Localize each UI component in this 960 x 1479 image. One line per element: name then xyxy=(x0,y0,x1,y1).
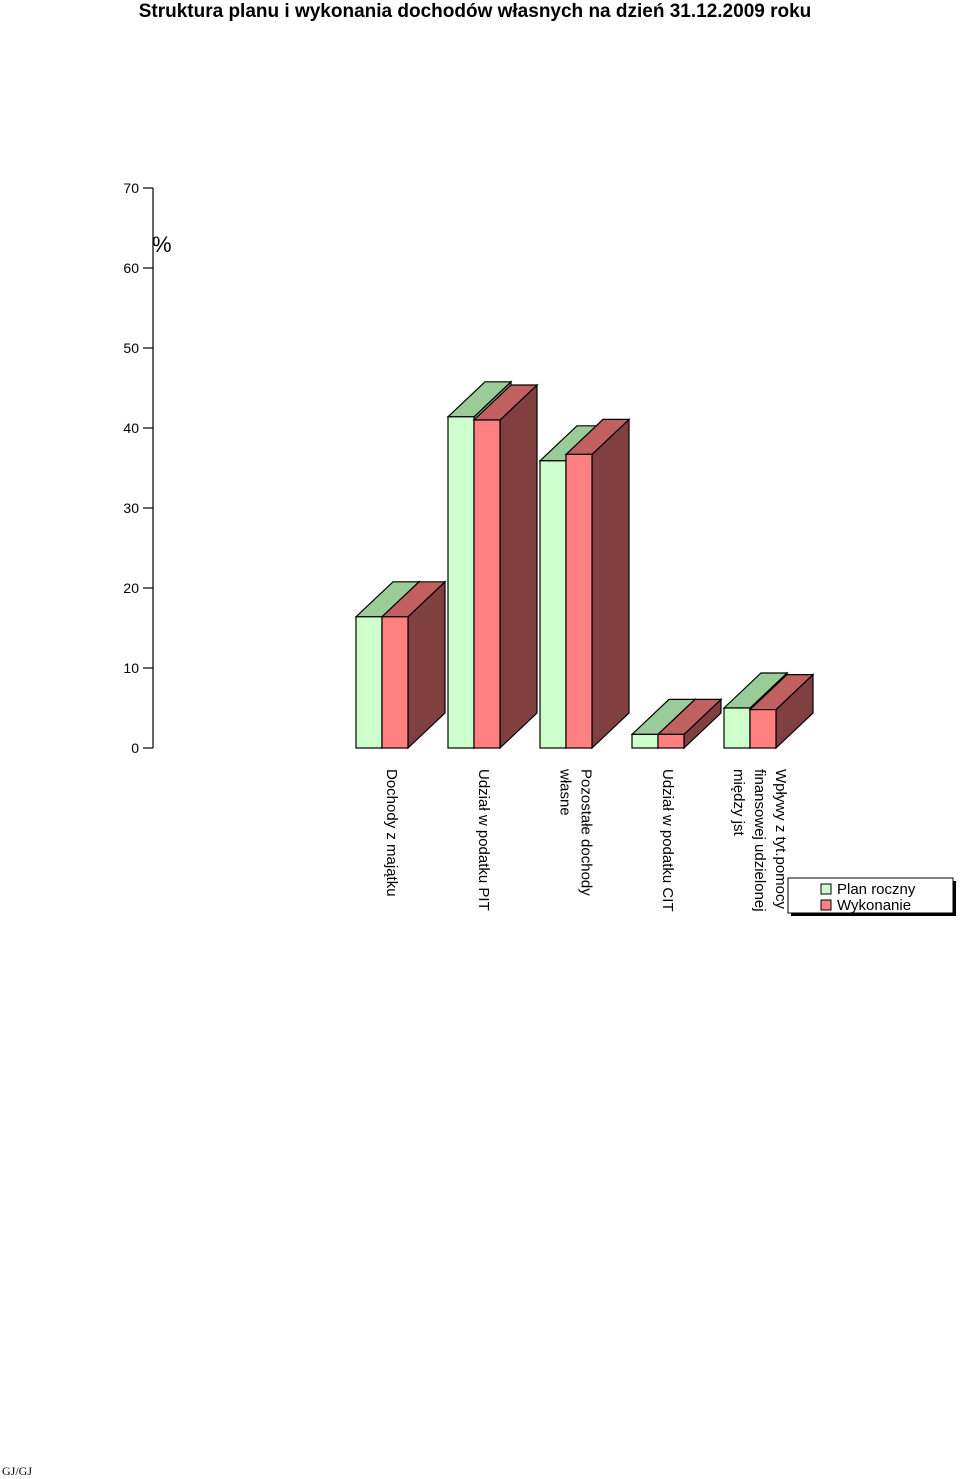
y-tick-label: 70 xyxy=(123,180,139,196)
bar xyxy=(631,733,659,749)
y-tick-label: 50 xyxy=(123,340,139,356)
category-label: własne xyxy=(557,768,574,816)
y-tick-label: 20 xyxy=(123,580,139,596)
y-tick-label: 60 xyxy=(123,260,139,276)
bar xyxy=(539,460,567,749)
bar-side xyxy=(591,418,630,750)
category-label: Pozostałe dochody xyxy=(578,769,595,896)
y-axis: 0 10 20 30 40 50 60 70 xyxy=(123,180,154,756)
category-label: finansowej udzielonej xyxy=(751,769,768,912)
bar xyxy=(749,708,777,749)
category-label: Udział w podatku CIT xyxy=(659,769,676,912)
category-labels: Dochody z majątku Udział w podatku PIT Poz… xyxy=(383,768,789,912)
bar xyxy=(723,707,751,749)
bar xyxy=(355,616,383,749)
y-axis-unit-label: % xyxy=(152,232,172,257)
category-label: Udział w podatku PIT xyxy=(475,769,492,911)
category-label: Wpływy z tyt.pomocy xyxy=(772,769,789,910)
footer-text: GJ/GJ xyxy=(2,1464,32,1478)
bar xyxy=(565,453,593,749)
legend-swatch xyxy=(820,899,832,911)
bar xyxy=(473,419,501,749)
y-tick-label: 30 xyxy=(123,500,139,516)
y-tick-label: 0 xyxy=(131,740,139,756)
bars xyxy=(354,380,815,750)
bar xyxy=(657,733,685,749)
bar-side xyxy=(499,383,538,750)
bar xyxy=(381,616,409,749)
legend-box xyxy=(787,877,954,914)
chart-title: Struktura planu i wykonania dochodów wła… xyxy=(139,1,812,22)
category-label: Dochody z majątku xyxy=(383,769,400,897)
legend-label: Wykonanie xyxy=(837,897,911,914)
bar xyxy=(447,416,475,749)
y-tick-label: 10 xyxy=(123,660,139,676)
legend-swatch xyxy=(820,883,832,895)
y-tick-label: 40 xyxy=(123,420,139,436)
category-label: między jst xyxy=(730,769,747,837)
legend-label: Plan roczny xyxy=(837,881,916,898)
